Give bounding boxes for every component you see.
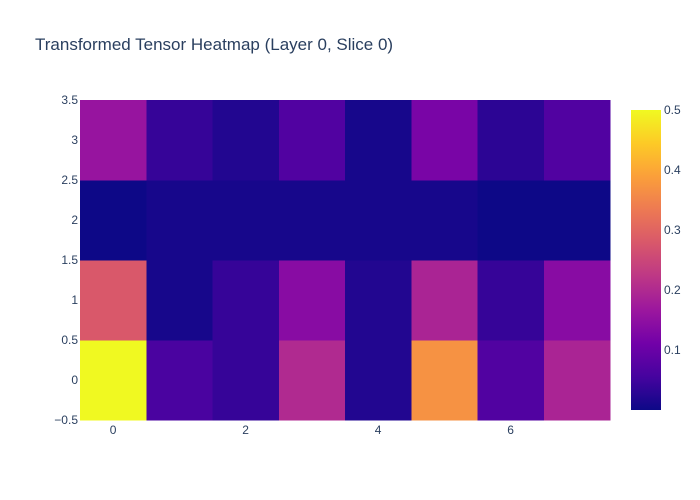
heatmap-cell [477,340,545,421]
y-tick-label: 1.5 [61,253,78,267]
heatmap-cell [345,180,412,261]
heatmap-cell [411,180,478,261]
x-tick-label: 4 [375,423,382,437]
heatmap-cell [278,180,346,261]
y-tick-label: 2 [71,213,78,227]
colorbar-tick-label: 0.5 [664,103,681,117]
heatmap-cell [212,100,280,181]
heatmap-cell [80,260,147,341]
heatmap-cell [212,180,280,261]
heatmap-cell [345,340,412,421]
heatmap-cell [146,340,213,421]
heatmap-cell [80,100,147,181]
heatmap-cell [543,340,611,421]
heatmap-cell [543,180,611,261]
y-tick-label: 2.5 [61,173,78,187]
heatmap-cell [278,340,346,421]
heatmap-cell [411,100,478,181]
y-tick-label: 1 [71,293,78,307]
heatmap-cell [411,340,478,421]
colorbar-gradient [631,110,661,410]
heatmap-cell [477,260,545,341]
heatmap-cell [345,260,412,341]
colorbar-tick-label: 0.4 [664,163,681,177]
heatmap-cell [212,340,280,421]
x-axis-ticks: 0 2 4 6 [110,423,515,437]
heatmap-cell [80,180,147,261]
x-tick-label: 0 [110,423,117,437]
heatmap-cell [543,100,611,181]
colorbar [631,110,661,410]
heatmap-cell [278,260,346,341]
colorbar-tick-label: 0.1 [664,343,681,357]
heatmap-cell [212,260,280,341]
heatmap-cells [80,100,611,421]
y-tick-label: 3.5 [61,93,78,107]
heatmap-cell [477,100,545,181]
y-tick-label: 3 [71,133,78,147]
chart-title: Transformed Tensor Heatmap (Layer 0, Sli… [35,35,393,54]
y-tick-label: 0.5 [61,333,78,347]
heatmap-cell [146,100,213,181]
y-tick-label: −0.5 [54,413,78,427]
x-tick-label: 2 [242,423,249,437]
colorbar-tick-label: 0.2 [664,283,681,297]
heatmap-cell [411,260,478,341]
heatmap-cell [543,260,611,341]
x-tick-label: 6 [507,423,514,437]
heatmap-cell [278,100,346,181]
heatmap-cell [477,180,545,261]
heatmap-cell [345,100,412,181]
heatmap-cell [146,180,213,261]
heatmap-cell [146,260,213,341]
colorbar-tick-label: 0.3 [664,223,681,237]
y-axis-ticks: −0.5 0 0.5 1 1.5 2 2.5 3 3.5 [54,93,78,427]
colorbar-ticks: 0.1 0.2 0.3 0.4 0.5 [664,103,681,357]
heatmap-cell [80,340,147,421]
y-tick-label: 0 [71,373,78,387]
